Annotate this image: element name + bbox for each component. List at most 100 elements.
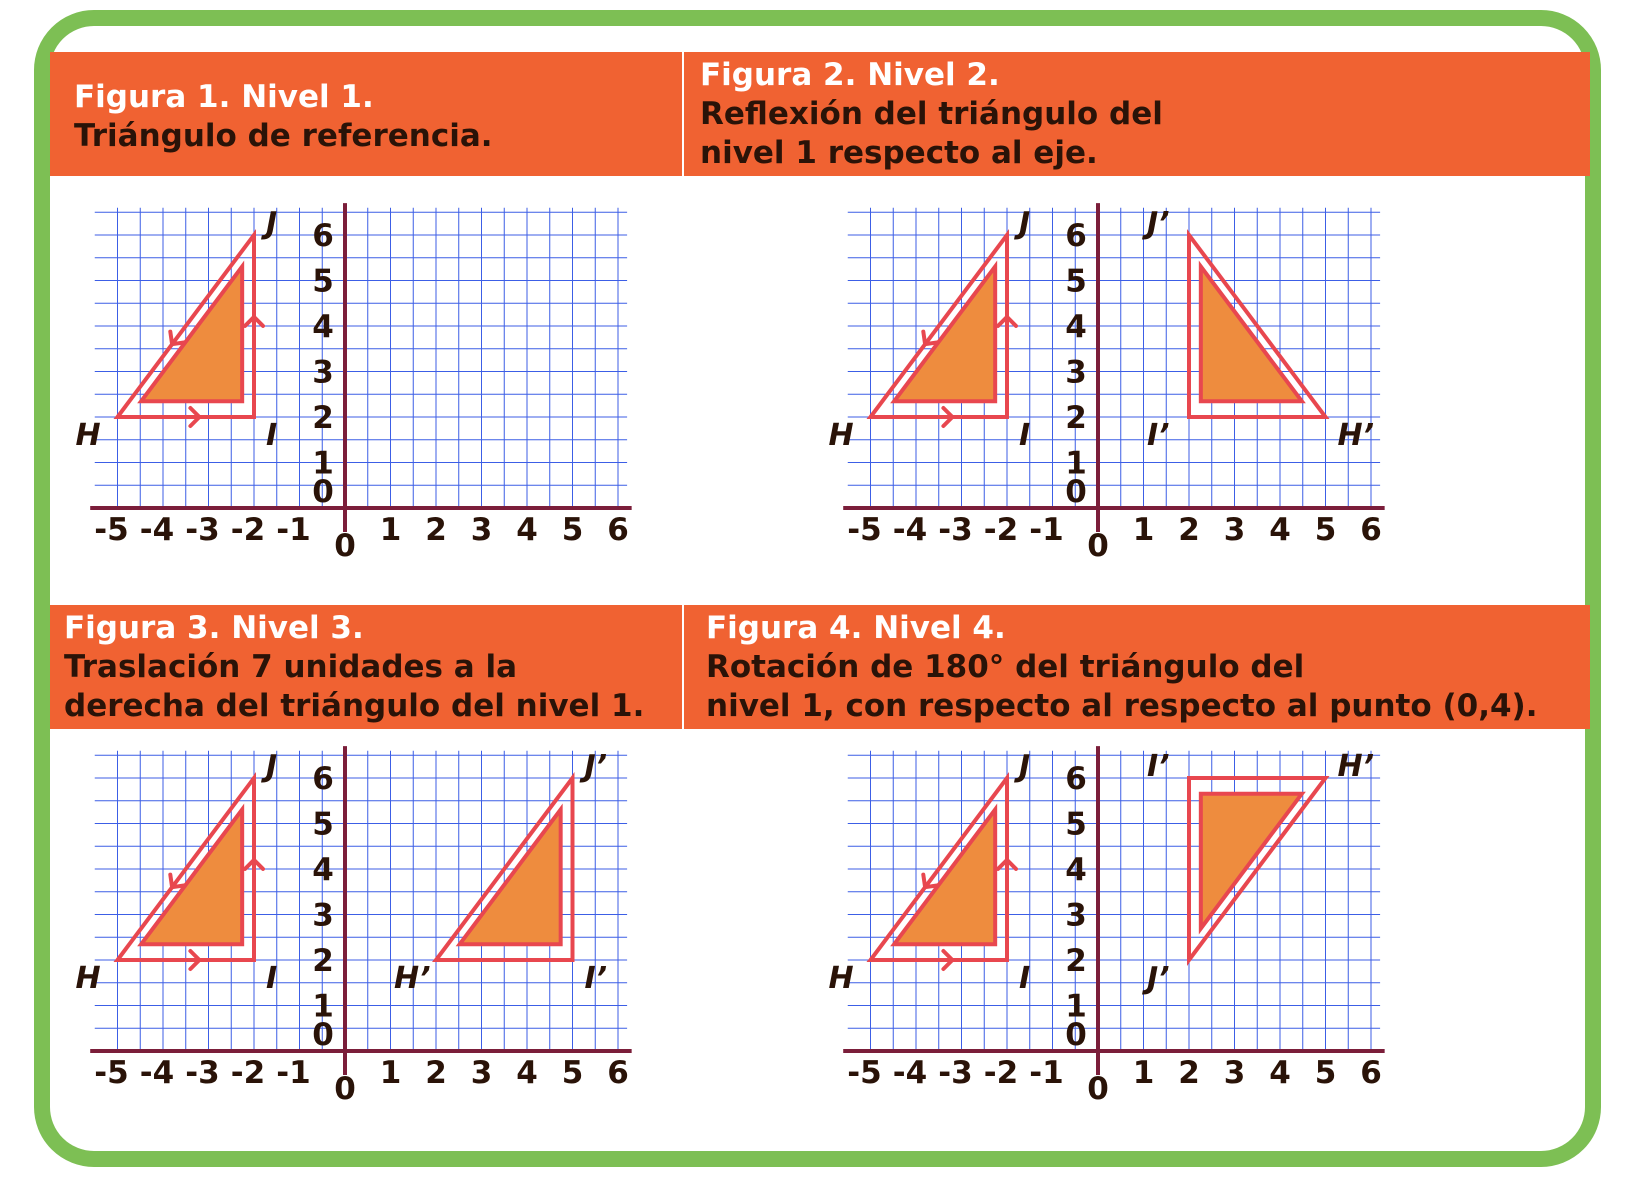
arrow-j-to-h-0	[921, 872, 940, 890]
x-tick-label--1: -1	[1029, 512, 1063, 548]
vertex-label-j-0: J	[1014, 749, 1030, 784]
x-tick-label-0: 0	[1087, 528, 1109, 564]
x-tick-label-3: 3	[471, 1055, 493, 1091]
vertex-label-j-0: J	[1014, 206, 1030, 241]
x-tick-label--2: -2	[984, 512, 1018, 548]
x-tick-label-6: 6	[1360, 1055, 1382, 1091]
x-tick-label--3: -3	[938, 1055, 972, 1091]
x-tick-label--1: -1	[276, 512, 310, 548]
triangle-1-fill	[1198, 791, 1306, 935]
arrow-i-to-j-0	[243, 314, 265, 328]
panel-3-description-line-1: Traslación 7 unidades a la	[64, 649, 518, 685]
y-tick-label-4: 4	[312, 309, 334, 345]
x-tick-label--4: -4	[140, 1055, 174, 1091]
y-tick-label-2: 2	[312, 943, 334, 979]
vertex-label-j-1: J’	[580, 749, 608, 784]
vertex-label-h-1: H’	[1338, 418, 1375, 453]
y-tick-label-3: 3	[312, 898, 334, 934]
panel-2-description-line-2: nivel 1 respecto al eje.	[700, 135, 1098, 171]
x-tick-label--4: -4	[893, 512, 927, 548]
x-tick-label-4: 4	[1269, 1055, 1291, 1091]
vertex-label-h-1: H’	[1338, 749, 1375, 784]
arrow-i-to-j-0	[243, 857, 265, 871]
vertex-label-h-0: H	[829, 418, 854, 453]
y-tick-label-2: 2	[1065, 400, 1087, 436]
arrow-j-to-h-0	[168, 872, 187, 890]
panel-2-header: Figura 2. Nivel 2. Reflexión del triángu…	[684, 52, 1590, 176]
vertex-label-j-0: J	[261, 749, 277, 784]
vertex-label-i-0: I	[266, 961, 277, 996]
x-tick-label--4: -4	[140, 512, 174, 548]
vertex-label-j-0: J	[261, 206, 277, 241]
y-tick-label-4: 4	[1065, 309, 1087, 345]
x-tick-label--3: -3	[185, 512, 219, 548]
y-tick-label-0: 0	[1065, 474, 1087, 510]
triangle-0-fill	[137, 803, 245, 947]
x-tick-label--1: -1	[1029, 1055, 1063, 1091]
x-tick-label-3: 3	[471, 512, 493, 548]
triangle-0-fill	[137, 260, 245, 404]
arrow-h-to-i-0	[188, 949, 202, 971]
panel-1-description-line-1: Triángulo de referencia.	[74, 118, 493, 154]
y-tick-label-6: 6	[1065, 761, 1087, 797]
vertex-label-i-0: I	[266, 418, 277, 453]
y-tick-label-5: 5	[1065, 807, 1087, 843]
panel-4-description-line-2: nivel 1, con respecto al respecto al pun…	[706, 688, 1538, 724]
vertex-label-h-1: H’	[394, 961, 431, 996]
x-tick-label-5: 5	[1315, 1055, 1337, 1091]
x-tick-label-2: 2	[425, 512, 447, 548]
vertex-label-i-0: I	[1019, 961, 1030, 996]
x-tick-label-6: 6	[1360, 512, 1382, 548]
y-tick-label-6: 6	[1065, 218, 1087, 254]
y-tick-label-3: 3	[312, 355, 334, 391]
panel-3-title: Figura 3. Nivel 3.	[64, 610, 364, 646]
triangle-0-fill	[890, 803, 998, 947]
vertex-label-j-1: J’	[1142, 961, 1170, 996]
y-tick-label-6: 6	[312, 761, 334, 797]
x-tick-label-2: 2	[1178, 512, 1200, 548]
vertex-label-i-0: I	[1019, 418, 1030, 453]
y-tick-label-4: 4	[1065, 852, 1087, 888]
y-tick-label-1: 1	[1065, 446, 1087, 482]
x-tick-label--5: -5	[847, 1055, 881, 1091]
panel-3-header: Figura 3. Nivel 3. Traslación 7 unidades…	[50, 605, 682, 729]
y-tick-label-6: 6	[312, 218, 334, 254]
triangle-1-outline	[1187, 776, 1330, 966]
x-tick-label-2: 2	[425, 1055, 447, 1091]
vertex-label-h-0: H	[829, 961, 854, 996]
x-tick-label--2: -2	[984, 1055, 1018, 1091]
triangle-0-outline	[113, 229, 256, 419]
triangle-0-outline	[866, 229, 1009, 419]
y-tick-label-5: 5	[312, 807, 334, 843]
panel-1-title: Figura 1. Nivel 1.	[74, 79, 374, 115]
x-tick-label--1: -1	[276, 1055, 310, 1091]
x-tick-label--3: -3	[185, 1055, 219, 1091]
x-tick-label-1: 1	[380, 1055, 402, 1091]
panel-3-description-line-2: derecha del triángulo del nivel 1.	[64, 688, 645, 724]
arrow-i-to-j-0	[996, 314, 1018, 328]
x-tick-label-5: 5	[562, 512, 584, 548]
y-tick-label-1: 1	[312, 989, 334, 1025]
y-tick-label-2: 2	[312, 400, 334, 436]
triangle-1-fill	[455, 803, 563, 947]
arrow-h-to-i-0	[941, 406, 955, 428]
y-tick-label-0: 0	[1065, 1017, 1087, 1053]
x-tick-label-0: 0	[334, 528, 356, 564]
y-tick-label-2: 2	[1065, 943, 1087, 979]
x-tick-label-0: 0	[1087, 1071, 1109, 1107]
panel-2-title: Figura 2. Nivel 2.	[700, 57, 1000, 93]
y-tick-label-0: 0	[312, 474, 334, 510]
x-tick-label-6: 6	[607, 512, 629, 548]
y-tick-label-5: 5	[1065, 264, 1087, 300]
panel-2-description-line-1: Reflexión del triángulo del	[700, 96, 1163, 132]
x-tick-label-0: 0	[334, 1071, 356, 1107]
x-tick-label-4: 4	[516, 1055, 538, 1091]
arrow-h-to-i-0	[188, 406, 202, 428]
y-tick-label-1: 1	[312, 446, 334, 482]
panel-4-title: Figura 4. Nivel 4.	[706, 610, 1006, 646]
arrow-j-to-h-0	[168, 329, 187, 347]
